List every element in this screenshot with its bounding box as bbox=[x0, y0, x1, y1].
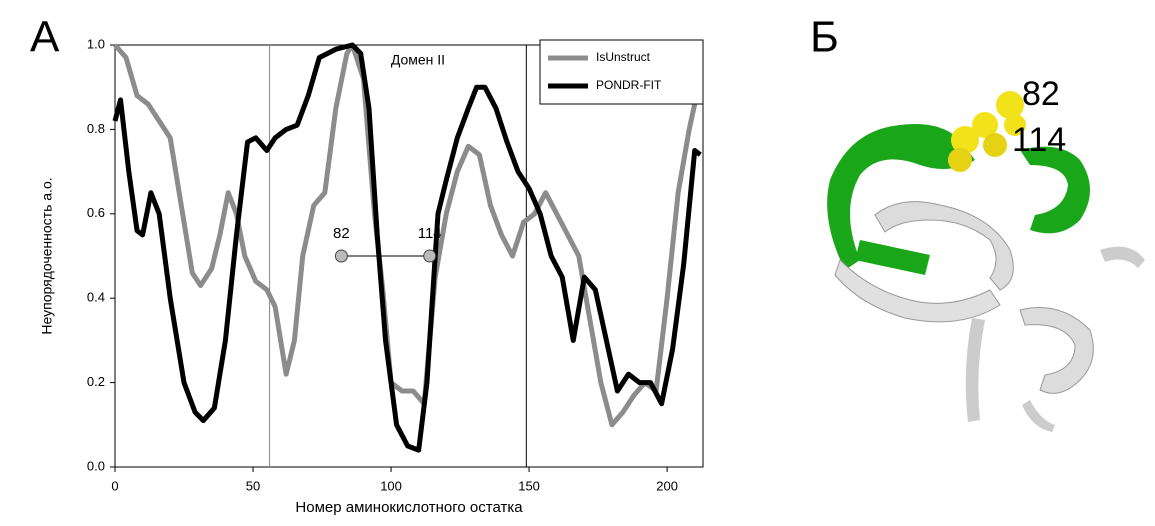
domain-label: Домен II bbox=[391, 52, 445, 68]
panel-label: Б bbox=[810, 13, 839, 62]
residue-label: 114 bbox=[1012, 121, 1066, 159]
page: А Б Номер аминокислотного остатка Неупор… bbox=[0, 0, 1155, 526]
y-tick-label: 0.0 bbox=[87, 458, 105, 473]
x-tick-label: 50 bbox=[246, 478, 260, 493]
figure: А Б Номер аминокислотного остатка Неупор… bbox=[0, 0, 1155, 526]
y-tick-label: 0.6 bbox=[87, 205, 105, 220]
marker-label: 114 bbox=[418, 225, 442, 242]
y-tick-label: 1.0 bbox=[87, 36, 105, 51]
y-tick-label: 0.4 bbox=[87, 290, 105, 305]
y-tick-label: 0.2 bbox=[87, 374, 105, 389]
marker bbox=[335, 250, 347, 262]
marker bbox=[424, 250, 436, 262]
x-tick-label: 100 bbox=[380, 478, 402, 493]
y-axis-label: Неупорядоченность а.о. bbox=[39, 177, 55, 334]
legend-label: PONDR-FIT bbox=[596, 78, 662, 92]
x-tick-label: 0 bbox=[111, 478, 118, 493]
x-axis-label: Номер аминокислотного остатка bbox=[295, 499, 523, 516]
panel-label: А bbox=[30, 13, 60, 62]
x-tick-label: 200 bbox=[656, 478, 678, 493]
y-tick-label: 0.8 bbox=[87, 121, 105, 136]
protein-structure bbox=[827, 91, 1145, 432]
residue-label: 82 bbox=[1022, 75, 1060, 113]
x-tick-label: 150 bbox=[518, 478, 540, 493]
marker-label: 82 bbox=[333, 225, 350, 242]
legend-label: IsUnstruct bbox=[596, 50, 651, 64]
